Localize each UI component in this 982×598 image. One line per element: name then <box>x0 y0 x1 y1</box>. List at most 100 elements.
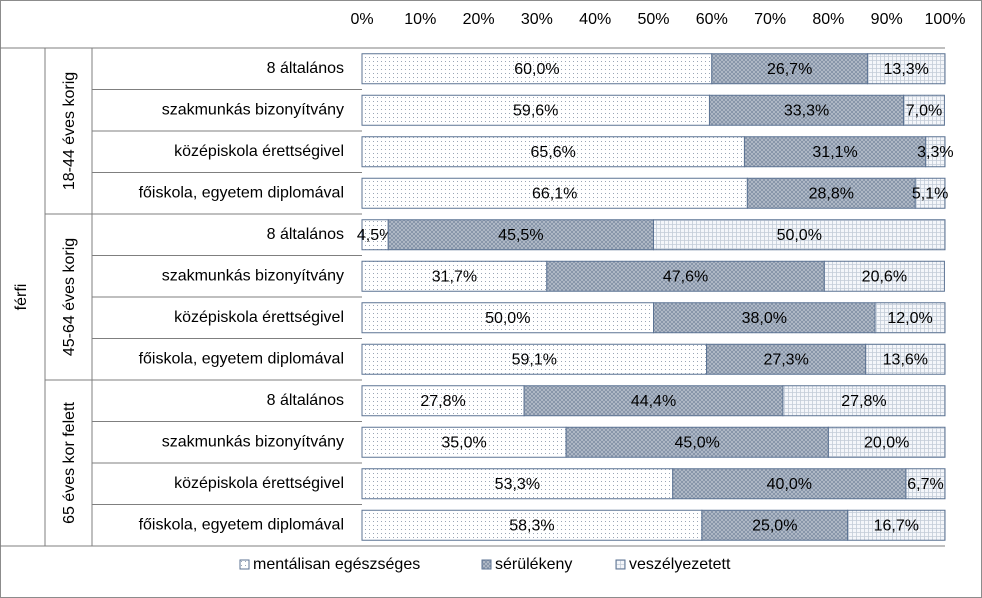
value-label: 13,3% <box>884 61 929 78</box>
bar-segment <box>653 302 876 334</box>
value-label: 65,6% <box>531 144 576 161</box>
value-label: 12,0% <box>887 310 932 327</box>
value-label: 53,3% <box>495 476 540 493</box>
bar-segment <box>711 53 868 85</box>
bar-segment <box>361 219 389 251</box>
bar-segment <box>523 385 784 417</box>
category-label: 8 általános <box>267 226 344 243</box>
x-tick-label: 60% <box>696 11 728 28</box>
value-label: 4,5% <box>357 227 393 244</box>
value-label: 28,8% <box>809 185 854 202</box>
value-label: 31,7% <box>432 268 477 285</box>
value-label: 20,0% <box>864 434 909 451</box>
value-label: 13,6% <box>883 351 928 368</box>
value-label: 60,0% <box>514 61 559 78</box>
category-label: főiskola, egyetem diplomával <box>139 350 344 367</box>
value-label: 47,6% <box>663 268 708 285</box>
bar-segment <box>866 53 946 85</box>
bar-segment <box>706 343 867 375</box>
bar-segment <box>361 343 708 375</box>
x-tick-label: 30% <box>521 11 553 28</box>
bar-segment <box>782 385 946 417</box>
bar-segment <box>672 468 907 500</box>
value-label: 66,1% <box>532 185 577 202</box>
outer-group-label: férfi <box>13 284 30 311</box>
value-label: 59,6% <box>513 102 558 119</box>
category-label: 8 általános <box>267 392 344 409</box>
legend-label: veszélyezetett <box>629 556 731 573</box>
value-label: 58,3% <box>509 517 554 534</box>
bar-segment <box>361 177 748 209</box>
bar-segment <box>865 343 946 375</box>
category-label: szakmunkás bizonyítvány <box>162 267 344 284</box>
bar-segment <box>823 260 945 292</box>
category-label: 8 általános <box>267 60 344 77</box>
category-label: középiskola érettségivel <box>174 309 344 326</box>
bar-segment <box>874 302 946 334</box>
bar-segment <box>546 260 825 292</box>
bar-segment <box>746 177 916 209</box>
legend-swatch <box>481 559 492 570</box>
value-label: 27,8% <box>841 393 886 410</box>
value-label: 38,0% <box>742 310 787 327</box>
bar-segment <box>743 136 927 168</box>
group-label: 18-44 éves korig <box>61 72 78 190</box>
value-label: 45,0% <box>675 434 720 451</box>
category-label: főiskola, egyetem diplomával <box>139 516 344 533</box>
x-tick-label: 40% <box>579 11 611 28</box>
bar-segment <box>827 426 946 458</box>
value-label: 33,3% <box>784 102 829 119</box>
legend-swatch <box>239 559 250 570</box>
value-label: 50,0% <box>485 310 530 327</box>
category-label: főiskola, egyetem diplomával <box>139 184 344 201</box>
bar-segment <box>361 53 713 85</box>
bar-segment <box>914 177 946 209</box>
category-label: középiskola érettségivel <box>174 475 344 492</box>
value-label: 31,1% <box>812 144 857 161</box>
value-label: 25,0% <box>752 517 797 534</box>
value-label: 27,3% <box>763 351 808 368</box>
x-tick-label: 100% <box>925 11 966 28</box>
legend-label: sérülékeny <box>495 556 572 573</box>
bar-segment <box>925 136 946 168</box>
group-label: 45-64 éves korig <box>61 238 78 356</box>
category-label: középiskola érettségivel <box>174 143 344 160</box>
value-label: 35,0% <box>441 434 486 451</box>
x-tick-label: 0% <box>350 11 373 28</box>
bar-segment <box>361 136 745 168</box>
value-label: 3,3% <box>917 144 953 161</box>
bar-segment <box>701 509 849 541</box>
value-label: 50,0% <box>777 227 822 244</box>
bar-segment <box>361 509 703 541</box>
bar-segment <box>565 426 829 458</box>
legend-swatch <box>615 559 626 570</box>
x-tick-label: 70% <box>754 11 786 28</box>
value-label: 40,0% <box>767 476 812 493</box>
x-tick-label: 90% <box>871 11 903 28</box>
legend-label: mentálisan egészséges <box>253 556 420 573</box>
x-tick-label: 50% <box>637 11 669 28</box>
x-tick-label: 10% <box>404 11 436 28</box>
bar-segment <box>708 94 905 126</box>
value-label: 26,7% <box>767 61 812 78</box>
value-label: 45,5% <box>498 227 543 244</box>
bar-segment <box>361 260 548 292</box>
value-label: 59,1% <box>512 351 557 368</box>
group-label: 65 éves kor felett <box>61 402 78 524</box>
bar-segment <box>361 385 525 417</box>
bar-segment <box>847 509 946 541</box>
x-tick-label: 80% <box>812 11 844 28</box>
value-label: 20,6% <box>862 268 907 285</box>
value-label: 6,7% <box>907 476 943 493</box>
bar-segment <box>653 219 946 251</box>
x-tick-label: 20% <box>463 11 495 28</box>
value-label: 27,8% <box>420 393 465 410</box>
bar-segment <box>905 468 946 500</box>
value-label: 44,4% <box>631 393 676 410</box>
value-label: 16,7% <box>874 517 919 534</box>
category-label: szakmunkás bizonyítvány <box>162 101 344 118</box>
bar-segment <box>903 94 945 126</box>
